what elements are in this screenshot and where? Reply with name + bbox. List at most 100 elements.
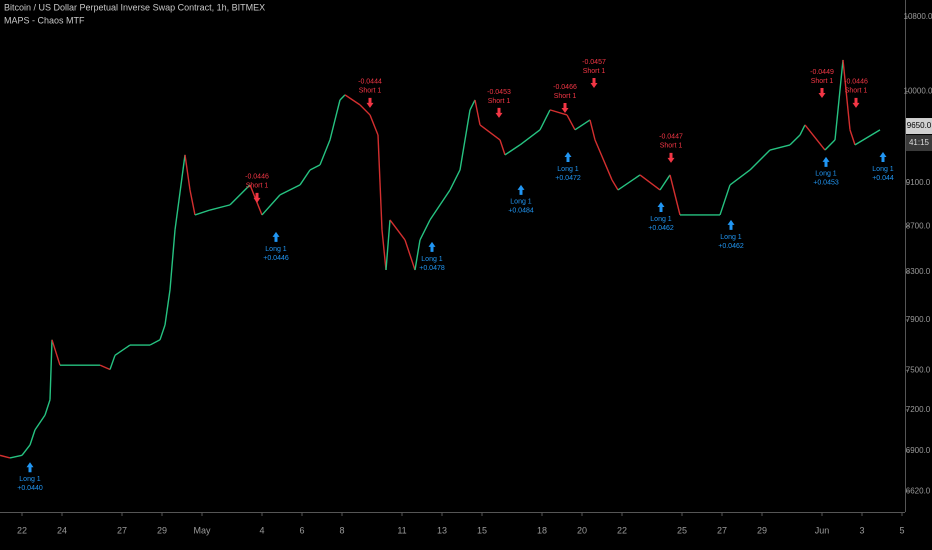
- short-arrow: [590, 77, 598, 88]
- price-segment: [299, 169, 311, 186]
- price-segment: [617, 174, 641, 191]
- x-tick-label: 29: [157, 525, 167, 535]
- x-tick-label: 8: [339, 525, 344, 535]
- price-segment: [729, 169, 751, 186]
- signal-label: Short 1: [811, 78, 834, 85]
- signal-label: Short 1: [488, 98, 511, 105]
- y-tick-label: 10000.0: [904, 87, 932, 96]
- price-segment: [109, 355, 116, 370]
- price-segment: [339, 94, 346, 101]
- signal-pnl: -0.0444: [358, 79, 382, 86]
- price-segment: [479, 124, 501, 141]
- short-arrow: [667, 152, 675, 163]
- signal-pnl: +0.0462: [648, 225, 674, 232]
- short-arrow: [253, 192, 261, 203]
- price-segment: [184, 154, 191, 191]
- price-segment: [51, 339, 61, 366]
- price-segment: [669, 174, 681, 216]
- x-tick-label: 3: [859, 525, 864, 535]
- price-segment: [329, 99, 341, 141]
- price-segment: [574, 119, 591, 131]
- x-tick-label: 5: [899, 525, 904, 535]
- price-segment: [309, 164, 321, 171]
- signal-pnl: +0.0453: [813, 180, 839, 187]
- price-segment: [449, 169, 461, 191]
- countdown: 41:15: [909, 138, 930, 147]
- price-segment: [21, 444, 31, 456]
- price-segment: [519, 129, 541, 146]
- price-segment: [504, 144, 521, 156]
- signal-pnl: -0.0446: [844, 79, 868, 86]
- x-tick-label: 15: [477, 525, 487, 535]
- price-segment: [474, 99, 481, 126]
- signal-pnl: -0.0446: [245, 174, 269, 181]
- long-arrow: [26, 462, 34, 473]
- price-tag: [906, 118, 932, 135]
- signal-pnl: +0.044: [872, 175, 894, 182]
- price-segment: [99, 364, 111, 371]
- price-segment: [169, 229, 176, 290]
- price-segment: [44, 399, 51, 416]
- price-segment: [0, 454, 11, 459]
- long-arrow: [428, 241, 436, 252]
- signal-pnl: +0.0446: [263, 255, 289, 262]
- short-arrow: [495, 107, 503, 118]
- price-segment: [164, 289, 171, 326]
- price-segment: [279, 184, 301, 196]
- price-segment: [194, 209, 211, 216]
- signal-pnl: +0.0440: [17, 485, 43, 492]
- long-arrow: [657, 201, 665, 212]
- y-tick-label: 6900.0: [906, 446, 931, 455]
- price-segment: [389, 219, 406, 241]
- x-tick-label: 20: [577, 525, 587, 535]
- price-segment: [404, 239, 416, 271]
- price-segment: [539, 109, 551, 131]
- indicator-name: MAPS - Chaos MTF: [4, 15, 85, 25]
- price-segment: [789, 134, 801, 146]
- x-tick-label: 27: [117, 525, 127, 535]
- price-segment: [566, 114, 576, 131]
- x-tick-label: 4: [259, 525, 264, 535]
- price-segment: [174, 154, 186, 231]
- signal-label: Long 1: [421, 256, 443, 263]
- long-arrow: [727, 219, 735, 230]
- y-tick-label: 7500.0: [906, 365, 931, 374]
- short-arrow: [366, 97, 374, 108]
- price-segment: [114, 344, 131, 356]
- signal-label: Long 1: [650, 216, 672, 223]
- price-segment: [381, 229, 387, 271]
- signal-pnl: +0.0462: [718, 243, 744, 250]
- price-segment: [34, 414, 46, 431]
- short-arrow: [561, 102, 569, 113]
- price-segment: [377, 134, 383, 230]
- price-segment: [459, 109, 471, 171]
- signal-label: Long 1: [19, 476, 41, 483]
- signal-label: Long 1: [510, 199, 532, 206]
- price-segment: [842, 59, 851, 130]
- long-arrow: [879, 152, 887, 163]
- signal-label: Short 1: [554, 93, 577, 100]
- price-segment: [849, 129, 856, 146]
- signal-label: Long 1: [720, 234, 742, 241]
- signal-label: Long 1: [872, 166, 894, 173]
- price-segment: [769, 144, 791, 151]
- x-tick-label: 22: [17, 525, 27, 535]
- x-tick-label: 22: [617, 525, 627, 535]
- price-segment: [49, 339, 53, 400]
- countdown-box: [906, 135, 932, 152]
- price-segment: [659, 174, 671, 191]
- price-segment: [414, 239, 421, 271]
- signal-pnl: +0.0478: [419, 265, 445, 272]
- signal-label: Short 1: [583, 68, 606, 75]
- signal-pnl: +0.0484: [508, 208, 534, 215]
- signal-label: Long 1: [557, 166, 579, 173]
- signal-label: Short 1: [845, 88, 868, 95]
- price-segment: [611, 179, 619, 191]
- price-segment: [149, 339, 161, 346]
- price-segment: [804, 124, 826, 151]
- x-tick-label: 25: [677, 525, 687, 535]
- chart-title: Bitcoin / US Dollar Perpetual Inverse Sw…: [4, 2, 265, 12]
